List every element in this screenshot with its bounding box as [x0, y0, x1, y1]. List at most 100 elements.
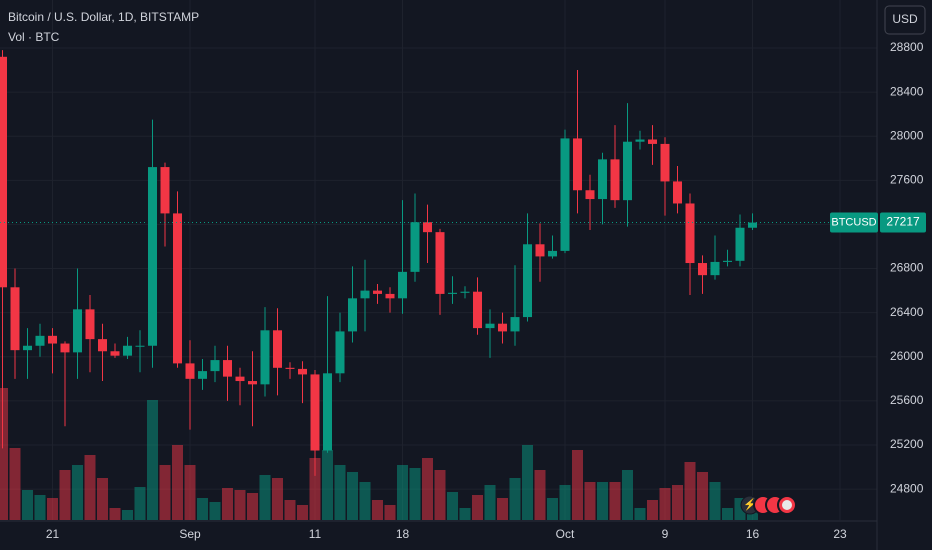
candle-body — [735, 227, 745, 261]
volume-bar — [147, 400, 158, 520]
candle-body — [548, 250, 557, 257]
candle-body — [748, 222, 757, 228]
candle-body — [473, 291, 482, 329]
volume-bar — [172, 445, 183, 520]
chart-title: Bitcoin / U.S. Dollar, 1D, BITSTAMP — [8, 10, 199, 24]
y-tick-label: 26800 — [890, 261, 924, 275]
volume-bar — [472, 495, 483, 520]
currency-button[interactable] — [884, 5, 926, 35]
x-tick-label: 18 — [396, 527, 410, 541]
candle-body — [85, 309, 95, 340]
volume-bar — [609, 482, 621, 520]
volume-bar — [297, 505, 308, 520]
candle-body — [248, 381, 257, 385]
y-tick-label: 28000 — [890, 128, 924, 142]
volume-bar — [272, 478, 283, 520]
last-price-tag — [880, 212, 926, 233]
volume-bar — [97, 478, 108, 520]
candle-body — [723, 260, 732, 262]
candle-body — [710, 261, 720, 276]
volume-bar — [684, 462, 696, 520]
candle-body — [135, 345, 145, 347]
volume-bar — [184, 465, 196, 520]
volume-bar — [434, 470, 446, 520]
x-tick-label: Oct — [556, 527, 575, 541]
x-tick-label: 16 — [746, 527, 760, 541]
volume-bar — [484, 485, 496, 520]
candle-body — [110, 351, 120, 356]
candle-body — [448, 292, 457, 294]
candle-body — [160, 167, 170, 214]
volume-bar — [372, 500, 383, 520]
candle-body — [423, 222, 432, 233]
candle-body — [98, 339, 107, 352]
volume-bar — [159, 465, 171, 520]
candle-body — [348, 298, 357, 332]
candle-body — [560, 138, 570, 251]
y-tick-label: 25200 — [890, 437, 924, 451]
candle-body — [260, 330, 270, 385]
volume-bar — [0, 388, 8, 520]
candle-layer — [0, 50, 757, 476]
volume-bar — [309, 458, 321, 520]
candle-body — [23, 345, 32, 351]
candle-body — [648, 139, 657, 144]
volume-bar — [47, 498, 58, 520]
candle-body — [323, 373, 332, 451]
x-tick-label: Sep — [179, 527, 201, 541]
volume-bar — [447, 492, 458, 520]
volume-bar — [209, 502, 221, 520]
volume-bar — [359, 482, 371, 520]
volume-bar — [509, 478, 521, 520]
volume-bar — [322, 450, 333, 520]
candle-body — [598, 159, 607, 200]
volume-bar — [634, 508, 646, 520]
x-tick-label: 9 — [662, 527, 669, 541]
candle-body — [360, 290, 370, 299]
y-tick-label: 26000 — [890, 349, 924, 363]
candle-body — [585, 190, 595, 200]
candle-body — [123, 345, 132, 356]
volume-bar — [109, 508, 121, 520]
candle-body — [298, 368, 307, 375]
volume-bar — [234, 490, 246, 520]
last-price-label: 27217 — [886, 215, 920, 229]
volume-bar — [459, 508, 471, 520]
candle-body — [385, 293, 395, 299]
y-tick-label: 24800 — [890, 481, 924, 495]
candle-body — [198, 371, 207, 379]
candle-body — [273, 330, 282, 368]
candle-body — [535, 244, 545, 257]
x-tick-label: 23 — [833, 527, 847, 541]
candle-body — [48, 335, 57, 344]
volume-bar — [409, 468, 421, 520]
x-tick-label: 21 — [46, 527, 60, 541]
volume-bar — [134, 487, 146, 520]
candle-body — [623, 141, 632, 201]
volume-bar — [497, 498, 508, 520]
candle-body — [398, 271, 407, 299]
volume-bar — [584, 482, 596, 520]
volume-bar — [672, 485, 683, 520]
volume-bar — [572, 450, 583, 520]
candle-body — [60, 343, 70, 353]
volume-bar — [397, 465, 408, 520]
currency-label: USD — [892, 12, 918, 26]
volume-bar — [259, 475, 271, 520]
volume-bar — [34, 495, 46, 520]
candle-body — [10, 287, 20, 351]
volume-bar — [697, 472, 708, 520]
candle-body — [660, 143, 670, 182]
x-tick-label: 11 — [309, 527, 322, 541]
volume-bar — [334, 465, 346, 520]
volume-bar — [72, 465, 83, 520]
candle-body — [673, 181, 682, 204]
volume-bar — [597, 482, 608, 520]
candle-body — [485, 323, 495, 329]
symbol-label: BTCUSD — [831, 216, 876, 228]
candle-body — [610, 159, 620, 201]
candle-body — [373, 290, 382, 294]
y-tick-label: 28400 — [890, 84, 924, 98]
